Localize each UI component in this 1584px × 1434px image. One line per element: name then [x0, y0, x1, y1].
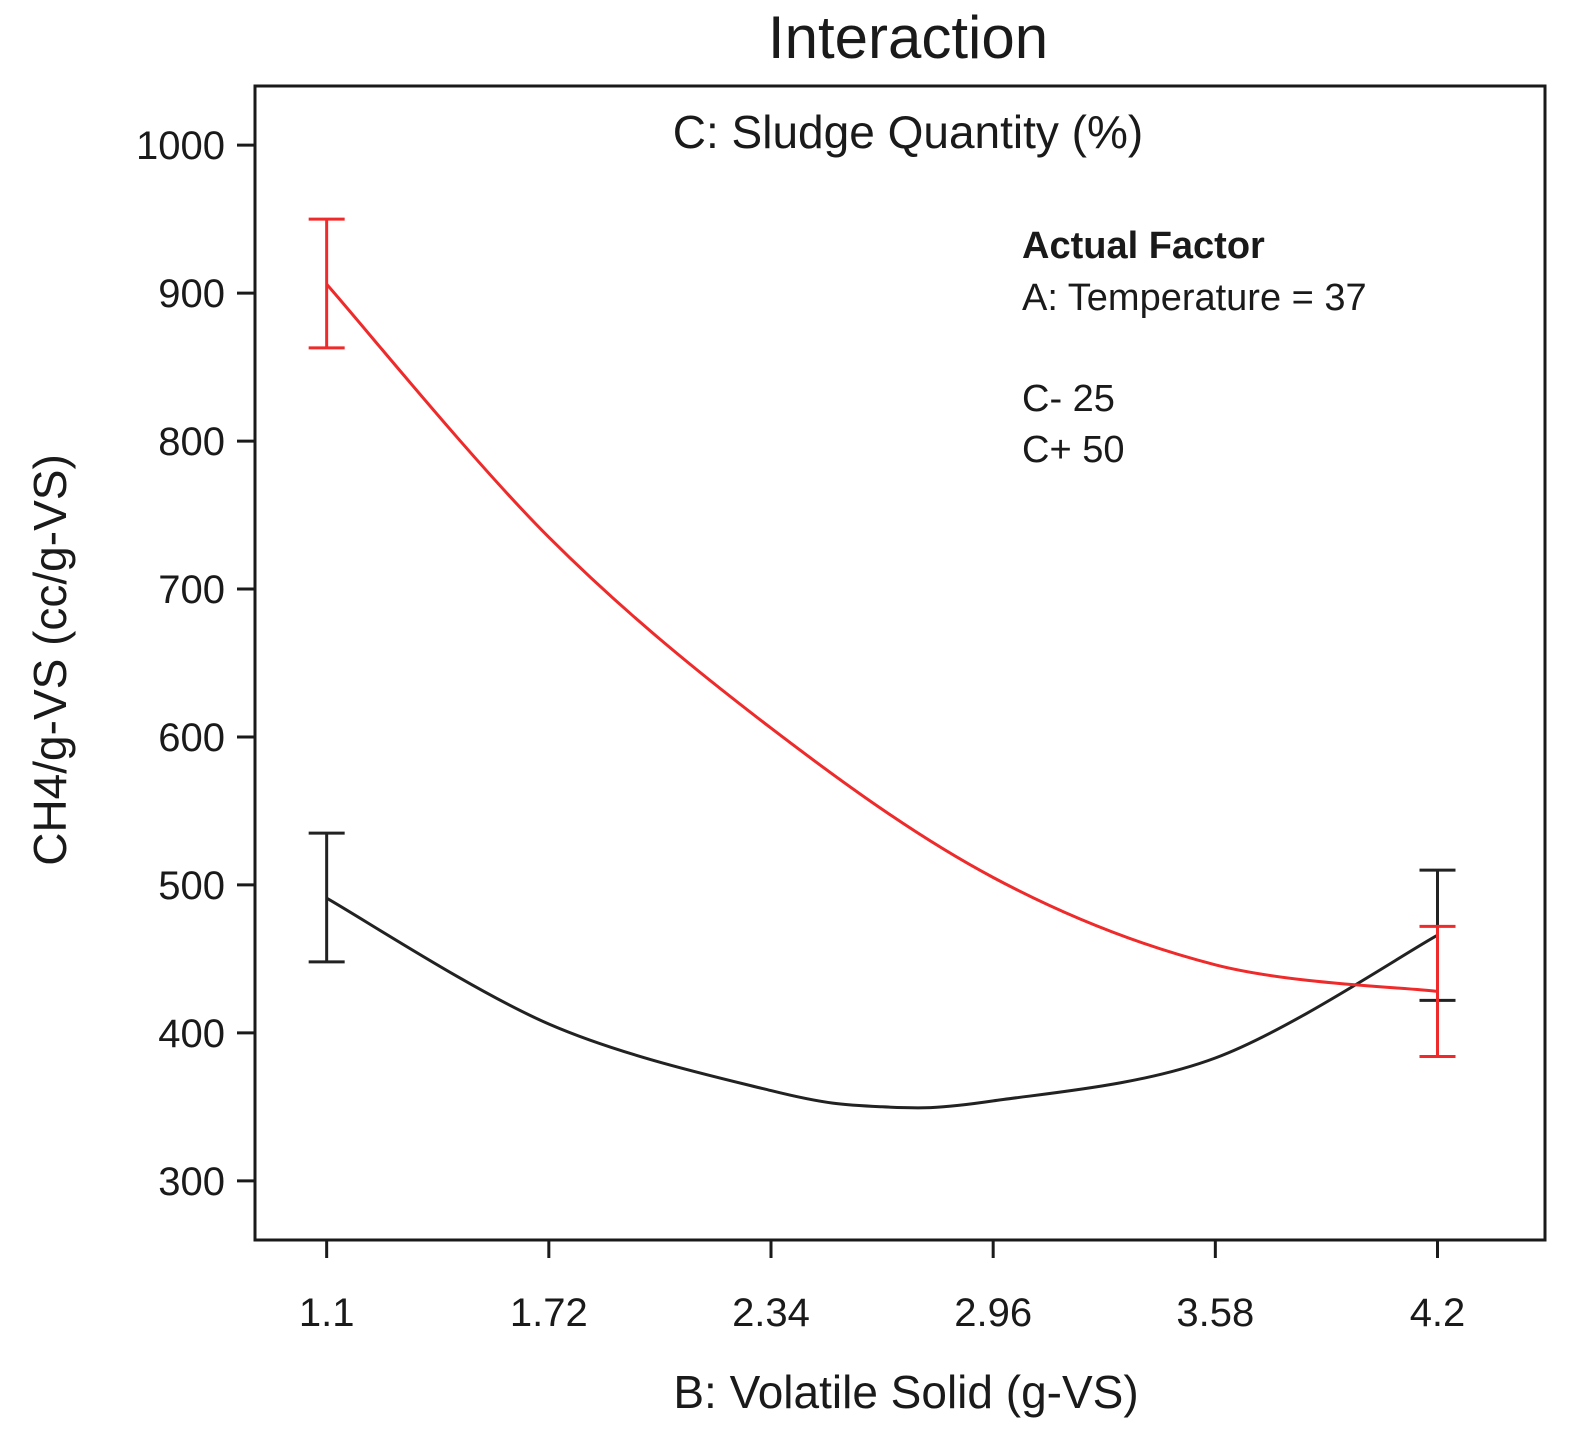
x-tick-label: 2.34	[732, 1291, 810, 1335]
x-tick-label: 1.72	[510, 1291, 588, 1335]
series-line-high	[325, 283, 1438, 993]
chart-title: Interaction	[768, 4, 1048, 71]
legend-entry-low: C- 25	[1022, 378, 1115, 420]
legend-header: Actual Factor	[1022, 225, 1265, 267]
series-line-low	[325, 896, 1439, 1110]
x-tick-label: 3.58	[1176, 1291, 1254, 1335]
series-high	[308, 217, 1456, 1059]
x-tick-label: 4.2	[1410, 1291, 1466, 1335]
y-tick-label: 400	[158, 1012, 225, 1056]
plot-frame	[253, 84, 1547, 1242]
series-low	[308, 831, 1456, 1110]
x-axis: 1.1 1.72 2.34 2.96 3.58 4.2	[299, 1240, 1465, 1335]
error-bar-low	[308, 831, 345, 964]
x-axis-label: B: Volatile Solid (g-VS)	[673, 1366, 1138, 1418]
series-layer	[308, 217, 1456, 1110]
y-tick-label: 1000	[136, 124, 225, 168]
y-tick-label: 500	[158, 864, 225, 908]
y-tick-label: 600	[158, 716, 225, 760]
x-tick-label: 1.1	[299, 1291, 355, 1335]
error-bar-high	[1419, 924, 1456, 1059]
chart-subtitle: C: Sludge Quantity (%)	[673, 106, 1143, 158]
y-tick-label: 700	[158, 568, 225, 612]
legend-entry-high: C+ 50	[1022, 429, 1124, 471]
y-tick-label: 900	[158, 272, 225, 316]
x-tick-label: 2.96	[954, 1291, 1032, 1335]
y-axis: 300 400 500 600 700 800 900 1000	[136, 124, 255, 1204]
legend-factor: A: Temperature = 37	[1022, 277, 1367, 319]
y-tick-label: 300	[158, 1160, 225, 1204]
error-bar-high	[308, 217, 345, 350]
legend: Actual Factor A: Temperature = 37 C- 25 …	[1022, 225, 1367, 471]
y-axis-label: CH4/g-VS (cc/g-VS)	[24, 454, 76, 866]
y-tick-label: 800	[158, 420, 225, 464]
